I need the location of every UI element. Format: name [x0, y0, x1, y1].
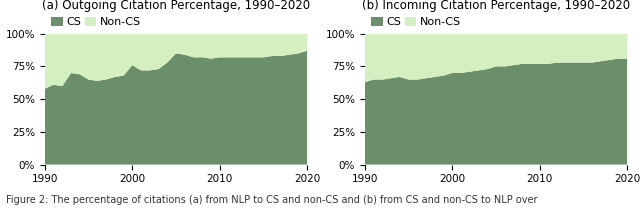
Title: (a) Outgoing Citation Percentage, 1990–2020: (a) Outgoing Citation Percentage, 1990–2…: [42, 0, 310, 12]
Legend: CS, Non-CS: CS, Non-CS: [51, 16, 142, 28]
Title: (b) Incoming Citation Percentage, 1990–2020: (b) Incoming Citation Percentage, 1990–2…: [362, 0, 630, 12]
Text: Figure 2: The percentage of citations (a) from NLP to CS and non-CS and (b) from: Figure 2: The percentage of citations (a…: [6, 195, 538, 205]
Legend: CS, Non-CS: CS, Non-CS: [371, 16, 462, 28]
